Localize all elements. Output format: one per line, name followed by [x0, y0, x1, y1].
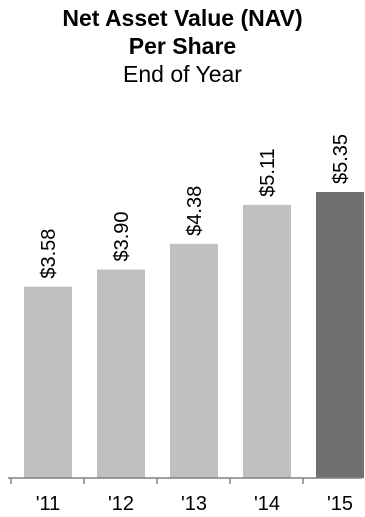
data-label-2: $3.90: [111, 211, 133, 261]
x-tick-label-5: '15: [327, 493, 353, 515]
data-label-1: $3.58: [38, 229, 60, 279]
bar-4: [243, 204, 291, 479]
data-label-5: $5.35: [330, 134, 352, 184]
bar-5: [316, 192, 364, 478]
x-tick-label-4: '14: [254, 493, 280, 515]
x-tick-label-2: '12: [108, 493, 134, 515]
chart-subtitle: End of Year: [123, 61, 242, 87]
chart-title: Net Asset Value (NAV): [62, 5, 303, 31]
data-label-4: $5.11: [257, 148, 279, 197]
data-labels-group: $3.58 $3.90 $4.38 $5.11 $5.35: [38, 134, 352, 279]
x-tick-label-1: '11: [36, 493, 61, 515]
bar-3: [170, 243, 218, 478]
bar-1: [24, 286, 72, 478]
x-tick-label-3: '13: [181, 493, 207, 515]
x-axis-ticks-group: [10, 478, 304, 484]
data-label-3: $4.38: [184, 186, 206, 236]
bar-2: [97, 269, 145, 478]
chart-title-line-2: Per Share: [128, 33, 237, 59]
x-axis-tick-labels-group: '11 '12 '13 '14 '15: [36, 493, 353, 515]
bars-group: [24, 192, 364, 479]
chart-title-block: Net Asset Value (NAV) Per Share End of Y…: [0, 4, 365, 88]
